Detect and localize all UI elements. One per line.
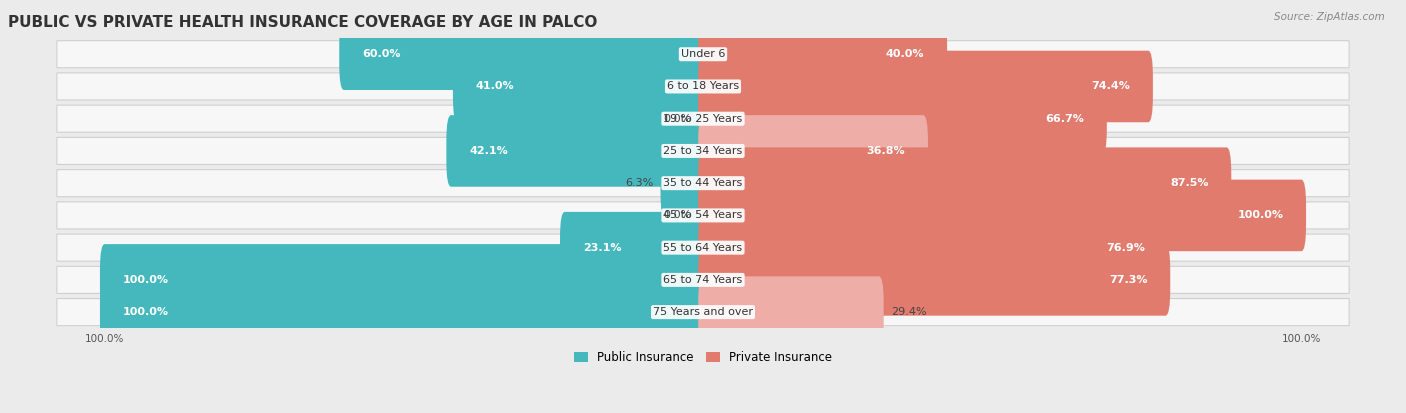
Text: 25 to 34 Years: 25 to 34 Years xyxy=(664,146,742,156)
FancyBboxPatch shape xyxy=(56,41,1350,68)
Text: 100.0%: 100.0% xyxy=(122,275,169,285)
Text: Under 6: Under 6 xyxy=(681,49,725,59)
FancyBboxPatch shape xyxy=(699,19,948,90)
FancyBboxPatch shape xyxy=(699,83,1107,154)
Text: 65 to 74 Years: 65 to 74 Years xyxy=(664,275,742,285)
Text: 76.9%: 76.9% xyxy=(1107,243,1144,253)
FancyBboxPatch shape xyxy=(560,212,707,283)
Text: 36.8%: 36.8% xyxy=(866,146,905,156)
FancyBboxPatch shape xyxy=(56,234,1350,261)
Text: 40.0%: 40.0% xyxy=(886,49,924,59)
FancyBboxPatch shape xyxy=(453,51,707,122)
Text: 0.0%: 0.0% xyxy=(662,114,690,124)
Text: 6.3%: 6.3% xyxy=(626,178,654,188)
Text: PUBLIC VS PRIVATE HEALTH INSURANCE COVERAGE BY AGE IN PALCO: PUBLIC VS PRIVATE HEALTH INSURANCE COVER… xyxy=(8,15,598,30)
FancyBboxPatch shape xyxy=(699,115,928,187)
Text: 55 to 64 Years: 55 to 64 Years xyxy=(664,243,742,253)
Text: 74.4%: 74.4% xyxy=(1091,81,1130,91)
FancyBboxPatch shape xyxy=(56,266,1350,293)
Text: 75 Years and over: 75 Years and over xyxy=(652,307,754,317)
Text: 0.0%: 0.0% xyxy=(662,210,690,221)
FancyBboxPatch shape xyxy=(699,51,1153,122)
FancyBboxPatch shape xyxy=(56,170,1350,197)
FancyBboxPatch shape xyxy=(699,244,1170,316)
Text: 19 to 25 Years: 19 to 25 Years xyxy=(664,114,742,124)
Text: 42.1%: 42.1% xyxy=(470,146,508,156)
Text: 6 to 18 Years: 6 to 18 Years xyxy=(666,81,740,91)
Legend: Public Insurance, Private Insurance: Public Insurance, Private Insurance xyxy=(569,347,837,369)
FancyBboxPatch shape xyxy=(446,115,707,187)
FancyBboxPatch shape xyxy=(699,276,884,348)
Text: 87.5%: 87.5% xyxy=(1170,178,1209,188)
Text: 35 to 44 Years: 35 to 44 Years xyxy=(664,178,742,188)
Text: 29.4%: 29.4% xyxy=(891,307,927,317)
FancyBboxPatch shape xyxy=(56,73,1350,100)
FancyBboxPatch shape xyxy=(699,147,1232,219)
FancyBboxPatch shape xyxy=(56,105,1350,132)
Text: 45 to 54 Years: 45 to 54 Years xyxy=(664,210,742,221)
Text: 100.0%: 100.0% xyxy=(1237,210,1284,221)
FancyBboxPatch shape xyxy=(100,276,707,348)
FancyBboxPatch shape xyxy=(56,299,1350,326)
Text: 23.1%: 23.1% xyxy=(582,243,621,253)
FancyBboxPatch shape xyxy=(699,212,1168,283)
FancyBboxPatch shape xyxy=(100,244,707,316)
Text: 100.0%: 100.0% xyxy=(122,307,169,317)
Text: 41.0%: 41.0% xyxy=(475,81,515,91)
Text: 66.7%: 66.7% xyxy=(1045,114,1084,124)
FancyBboxPatch shape xyxy=(56,138,1350,164)
FancyBboxPatch shape xyxy=(699,180,1306,251)
Text: 60.0%: 60.0% xyxy=(361,49,401,59)
FancyBboxPatch shape xyxy=(339,19,707,90)
FancyBboxPatch shape xyxy=(56,202,1350,229)
Text: Source: ZipAtlas.com: Source: ZipAtlas.com xyxy=(1274,12,1385,22)
FancyBboxPatch shape xyxy=(661,147,707,219)
Text: 77.3%: 77.3% xyxy=(1109,275,1147,285)
